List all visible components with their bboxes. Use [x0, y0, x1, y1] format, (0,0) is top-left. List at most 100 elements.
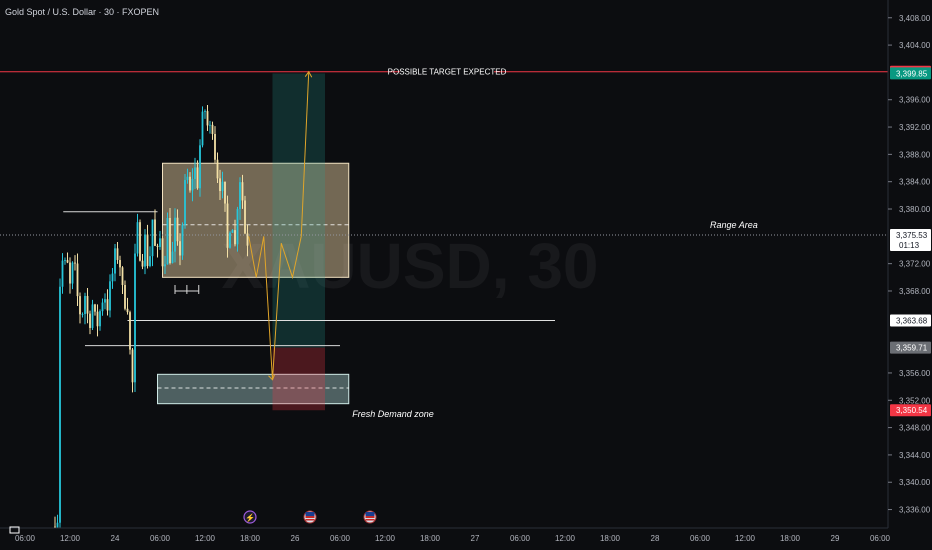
us-flag-event[interactable] — [303, 510, 317, 524]
us-flag-event[interactable] — [363, 510, 377, 524]
candle — [151, 219, 154, 267]
candle-body — [159, 238, 161, 247]
candle-body — [189, 176, 191, 191]
candle — [199, 139, 201, 197]
candle — [214, 126, 216, 163]
price-axis-bg — [888, 0, 932, 550]
candle — [156, 243, 159, 258]
candle-body — [244, 200, 246, 234]
target-label: POSSIBLE TARGET EXPECTED — [388, 68, 507, 77]
candle-body — [79, 296, 81, 315]
candle-body — [176, 217, 179, 242]
long-position-profit-zone[interactable] — [272, 73, 326, 348]
time-tick-label: 24 — [111, 534, 120, 543]
candle — [74, 255, 76, 271]
candle-body — [59, 286, 61, 523]
candle — [229, 231, 231, 249]
candle-body — [149, 256, 151, 266]
candle-body — [229, 232, 231, 248]
candle-body — [246, 233, 249, 246]
candle-body — [239, 182, 241, 210]
fresh-demand-zone[interactable] — [157, 373, 350, 405]
candle-body — [179, 241, 181, 256]
candle-body — [69, 262, 71, 284]
candle — [134, 243, 136, 392]
time-tick-label: 26 — [291, 534, 300, 543]
candle — [121, 266, 124, 294]
candle — [181, 222, 184, 260]
candle-body — [219, 178, 221, 191]
candle — [81, 312, 84, 318]
candle-body — [226, 203, 229, 248]
price-badge-label: 3,399.85 — [896, 69, 928, 78]
candle — [216, 152, 219, 184]
candle-body — [76, 263, 79, 297]
lightning-glyph: ⚡ — [245, 513, 255, 523]
candle — [179, 233, 181, 266]
candle — [219, 169, 221, 200]
projection-path[interactable] — [248, 71, 310, 380]
price-tick-label: 3,372.00 — [899, 260, 931, 269]
candle — [61, 253, 64, 294]
lightning-event[interactable]: ⚡ — [243, 510, 257, 524]
price-tick-label: 3,352.00 — [899, 396, 931, 405]
candle — [211, 121, 214, 140]
events-layer: ⚡ — [243, 510, 377, 524]
candle — [101, 298, 104, 316]
candle — [129, 310, 131, 355]
candle — [76, 253, 79, 307]
candle — [239, 177, 241, 220]
candle-body — [111, 273, 114, 282]
candle — [241, 174, 244, 209]
candle — [224, 181, 226, 212]
time-axis[interactable]: 06:00 12:00 24 06:00 12:00 18:00 26 06:00 12:00 1… — [0, 526, 891, 550]
zones-layer — [157, 73, 350, 411]
time-tick-label: 12:00 — [375, 534, 396, 543]
candle-body — [131, 349, 134, 383]
lightning-icon[interactable] — [243, 510, 257, 524]
candle-body — [234, 230, 236, 245]
candle — [79, 292, 81, 324]
candle-body — [191, 178, 194, 191]
candle-body — [71, 262, 74, 284]
candle-body — [161, 238, 164, 267]
price-badge — [890, 67, 931, 80]
candle-body — [241, 182, 244, 201]
time-axis-bg — [0, 528, 888, 550]
time-tick-label: 06:00 — [15, 534, 36, 543]
candle — [194, 157, 196, 190]
candle-body — [184, 180, 186, 225]
candle-body — [204, 111, 206, 112]
candle — [184, 173, 186, 229]
long-position-stop-zone[interactable] — [272, 347, 326, 411]
candle — [171, 241, 174, 264]
price-axis[interactable]: 3,408.00 3,404.00 3,396.00 3,392.00 3,388.00… — [887, 0, 932, 550]
candle — [234, 219, 236, 247]
candle — [124, 280, 126, 311]
candle — [89, 310, 91, 335]
candle-body — [141, 260, 144, 267]
candle — [231, 229, 234, 233]
candle — [146, 224, 149, 269]
time-tick-label: 18:00 — [600, 534, 621, 543]
price-tick-label: 3,344.00 — [899, 451, 931, 460]
candle-body — [106, 299, 109, 311]
candle-body — [129, 312, 131, 350]
price-badge — [890, 404, 931, 417]
candle-body — [171, 251, 174, 264]
price-tick-label: 3,388.00 — [899, 150, 931, 159]
candle — [204, 109, 206, 119]
candle-body — [101, 302, 104, 312]
candle — [106, 289, 109, 316]
candle — [186, 168, 189, 184]
candle-body — [181, 224, 184, 256]
time-tick-label: 06:00 — [510, 534, 531, 543]
range-area-zone[interactable] — [162, 162, 350, 278]
candle — [176, 209, 179, 246]
candle-body — [89, 313, 91, 328]
projection-arrow-low — [268, 374, 275, 381]
time-tick-label: 12:00 — [735, 534, 756, 543]
candle — [189, 172, 191, 193]
